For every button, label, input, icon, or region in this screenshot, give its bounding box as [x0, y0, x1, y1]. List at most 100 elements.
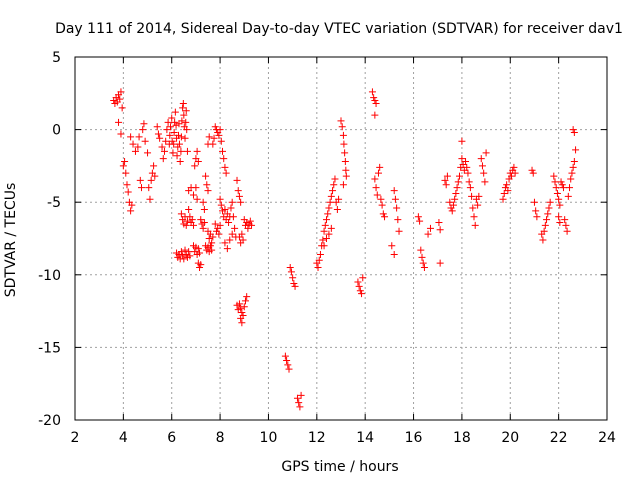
data-point [185, 248, 193, 256]
data-point [208, 239, 216, 247]
data-point [320, 227, 328, 235]
data-point [435, 219, 443, 227]
data-point [215, 131, 223, 139]
data-point [529, 169, 537, 177]
data-point [240, 303, 248, 311]
data-point [558, 181, 566, 189]
data-point [219, 147, 227, 155]
data-point [186, 252, 194, 260]
data-point [119, 162, 127, 170]
data-point [140, 120, 148, 128]
data-point [127, 133, 135, 141]
data-point [117, 130, 125, 138]
data-point [563, 227, 571, 235]
x-tick-label: 4 [119, 430, 128, 446]
data-point [463, 163, 471, 171]
data-point [355, 282, 363, 290]
data-point [341, 149, 349, 157]
data-point [220, 155, 228, 163]
data-point [371, 175, 379, 183]
data-point [234, 187, 242, 195]
data-point [223, 245, 231, 253]
data-point [354, 278, 362, 286]
data-point [329, 187, 337, 195]
data-point [424, 230, 432, 238]
data-point [500, 189, 508, 197]
data-point [443, 172, 451, 180]
data-point [556, 201, 564, 209]
data-point [162, 137, 170, 145]
data-point [216, 221, 224, 229]
data-point [248, 221, 256, 229]
data-point [468, 192, 476, 200]
data-point [553, 189, 561, 197]
data-point [173, 152, 181, 160]
data-point [441, 176, 449, 184]
data-point [171, 118, 179, 126]
data-point [315, 256, 323, 264]
data-point [197, 261, 205, 269]
data-point [528, 166, 536, 174]
data-point [393, 204, 401, 212]
plot-frame [74, 56, 608, 421]
data-point [210, 134, 218, 142]
data-point [507, 172, 515, 180]
x-tick-label: 18 [453, 430, 471, 446]
y-tick-label: -10 [38, 268, 61, 284]
data-point [121, 158, 129, 166]
data-point [371, 111, 379, 119]
data-point [530, 198, 538, 206]
data-point [436, 259, 444, 267]
data-point [555, 195, 563, 203]
data-point [503, 181, 511, 189]
y-tick-label: -20 [38, 413, 61, 429]
data-point [124, 188, 132, 196]
x-tick-label: 12 [308, 430, 326, 446]
data-point [156, 134, 164, 142]
data-point [569, 126, 577, 134]
data-point [181, 134, 189, 142]
data-point [241, 297, 249, 305]
data-point [545, 204, 553, 212]
data-point [480, 169, 488, 177]
data-point [381, 213, 389, 221]
data-point [144, 149, 152, 157]
data-point [183, 147, 191, 155]
data-point [177, 147, 185, 155]
data-point [356, 287, 364, 295]
data-point [183, 217, 191, 225]
y-tick-label: 0 [52, 123, 61, 139]
data-point [179, 104, 187, 112]
data-point [552, 184, 560, 192]
data-point [183, 126, 191, 134]
data-point [333, 205, 341, 213]
data-point [179, 252, 187, 260]
data-point [291, 282, 299, 290]
data-point [550, 172, 558, 180]
data-point [205, 235, 213, 242]
data-point [174, 143, 182, 151]
data-point [196, 264, 204, 272]
data-point [339, 181, 347, 189]
chart-title: Day 111 of 2014, Sidereal Day-to-day VTE… [55, 21, 623, 37]
data-point [570, 158, 578, 166]
data-point [227, 204, 235, 212]
data-point [556, 219, 564, 227]
data-point [228, 230, 236, 238]
data-point [289, 274, 297, 282]
data-point [551, 178, 559, 186]
data-point [204, 187, 212, 195]
data-point [426, 224, 434, 232]
data-point [194, 158, 202, 166]
x-tick-label: 2 [71, 430, 80, 446]
data-point [394, 216, 402, 224]
data-point [233, 176, 241, 184]
data-point [175, 140, 183, 148]
data-point [418, 253, 426, 261]
data-point [414, 213, 422, 221]
data-point [229, 213, 237, 221]
data-point [199, 224, 207, 232]
data-point [153, 123, 161, 131]
x-axis-title: GPS time / hours [281, 459, 398, 475]
data-point [117, 88, 125, 96]
